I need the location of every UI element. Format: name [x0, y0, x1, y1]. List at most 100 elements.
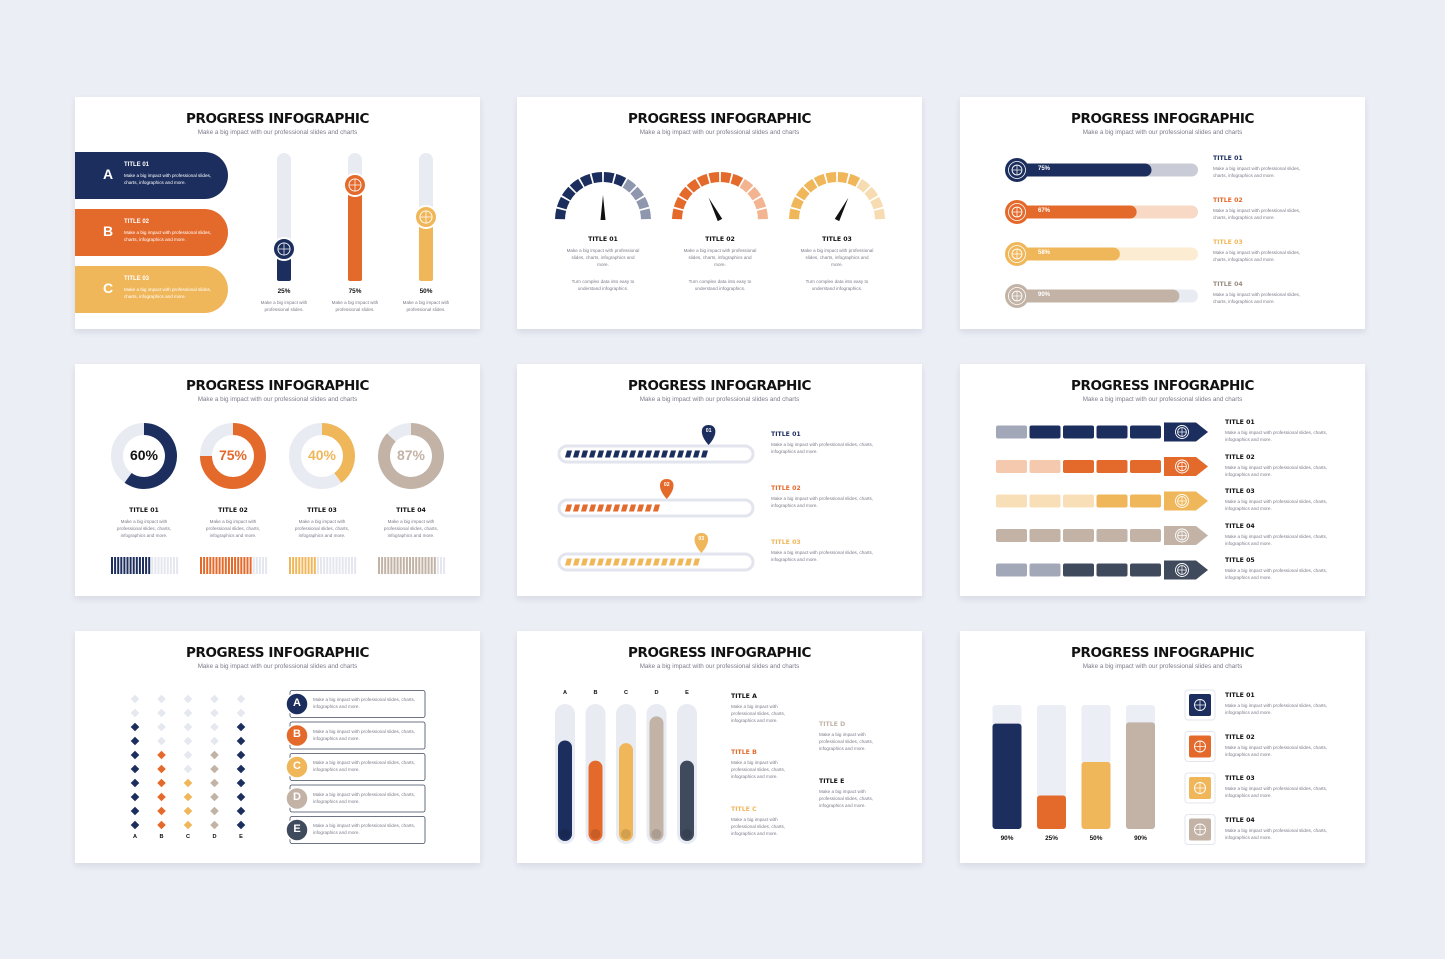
item-desc: Make a big impact with professional slid… — [1225, 786, 1328, 798]
donut-title: TITLE 01 — [129, 507, 159, 514]
tick-bar — [289, 557, 291, 574]
slide-2: PROGRESS INFOGRAPHIC Make a big impact w… — [517, 97, 922, 329]
gauge-segment — [753, 196, 767, 210]
tick-bar — [129, 557, 132, 574]
slide3-bars-svg — [1005, 158, 1198, 308]
progress-segment — [1130, 460, 1161, 473]
diamond-mark — [183, 750, 193, 760]
tick-bar — [347, 557, 350, 574]
tick-bar — [231, 557, 233, 574]
progress-segment — [1029, 529, 1061, 542]
arrow-icon-ring — [1175, 459, 1189, 474]
diamond-mark — [183, 764, 193, 774]
stripe-segment — [621, 504, 628, 512]
row-title: TITLE 04 — [1225, 522, 1255, 530]
stripe-segment — [645, 504, 652, 512]
gauge-segment — [579, 173, 593, 187]
progress-segment — [1029, 425, 1061, 439]
tick-bar — [215, 557, 218, 574]
stripe-segment — [581, 504, 588, 512]
column-label: D — [654, 690, 659, 696]
tick-bar — [427, 557, 430, 574]
tick-bar — [301, 557, 304, 574]
item-letter: A — [293, 696, 301, 709]
gauge-segment — [686, 178, 701, 193]
progress-segment — [996, 460, 1027, 473]
diamond-mark — [183, 806, 193, 816]
tick-bar — [246, 557, 249, 574]
bar-fill — [1126, 722, 1155, 829]
slide-title: PROGRESS INFOGRAPHIC — [1070, 111, 1255, 127]
gauge-segment — [813, 173, 827, 187]
tube-bulb — [651, 829, 662, 839]
slide-subtitle: Make a big impact with our professional … — [639, 663, 800, 670]
chart-icon — [1011, 206, 1023, 218]
slide2-gauges-svg — [555, 172, 885, 222]
note-title: TITLE C — [731, 806, 757, 813]
pin-number: 03 — [698, 536, 705, 542]
slide-title: PROGRESS INFOGRAPHIC — [1070, 378, 1255, 394]
tick-bar — [396, 557, 399, 574]
monitor-icon — [1194, 699, 1206, 711]
tick-bar — [258, 557, 261, 574]
gear-icon — [1177, 496, 1187, 506]
banner-letter: C — [103, 280, 114, 296]
column-label: B — [593, 690, 598, 696]
donut-value: 60% — [129, 447, 159, 463]
stripe-segment — [629, 504, 636, 512]
stripe-segment — [573, 450, 580, 458]
progress-icon-ring — [1008, 287, 1026, 305]
tick-bar — [402, 557, 405, 574]
tube-fill — [558, 740, 572, 841]
tick-bar — [304, 557, 307, 574]
tick-bar — [240, 557, 243, 574]
tube-bulb — [682, 829, 692, 839]
stripe-segment — [589, 504, 596, 512]
slide-7: PROGRESS INFOGRAPHIC Make a big impact w… — [75, 631, 480, 863]
row-title: TITLE 04 — [1213, 281, 1243, 288]
progress-value: 75% — [1038, 166, 1051, 172]
tick-bar — [166, 557, 169, 574]
gauge-note: Turn complex data into easy to understan… — [571, 279, 635, 291]
diamond-mark — [210, 820, 219, 830]
stripe-segment — [613, 450, 620, 458]
clock-icon — [1177, 530, 1187, 541]
tick-bar — [163, 557, 166, 574]
slide-3: PROGRESS INFOGRAPHIC Make a big impact w… — [960, 97, 1365, 329]
row-desc: Make a big impact with professional slid… — [771, 496, 874, 508]
progress-icon-ring — [1008, 245, 1026, 263]
stripe-segment — [573, 558, 580, 566]
tick-bar — [145, 557, 148, 574]
gauge-note: Turn complex data into easy to understan… — [805, 279, 869, 291]
tick-bar — [326, 557, 329, 574]
progress-segment — [1096, 563, 1128, 577]
gauge-needle — [708, 197, 723, 222]
row-title: TITLE 05 — [1225, 557, 1255, 564]
diamond-mark — [157, 694, 166, 704]
stripe-segment — [597, 558, 604, 566]
tick-bar — [218, 557, 221, 574]
diamond-mark — [130, 722, 140, 732]
progress-fill — [1012, 247, 1120, 261]
diamond-mark — [130, 764, 140, 774]
progress-value: 67% — [1038, 208, 1051, 214]
tick-bar — [399, 557, 402, 574]
diamond-mark — [236, 722, 246, 732]
progress-segment — [1063, 563, 1094, 577]
gauge-segment — [603, 172, 615, 184]
bar-fill — [992, 723, 1022, 829]
slide9-bars-svg — [992, 689, 1216, 845]
slide-title: PROGRESS INFOGRAPHIC — [627, 111, 812, 127]
diamond-mark — [236, 778, 246, 788]
tick-bar — [200, 557, 202, 574]
progress-segment — [1029, 460, 1061, 473]
bar-desc: Make a big impact with professional slid… — [260, 300, 308, 312]
slide-subtitle: Make a big impact with our professional … — [197, 663, 358, 670]
slide-5: PROGRESS INFOGRAPHIC Make a big impact w… — [517, 364, 922, 596]
note-desc: Make a big impact with professional slid… — [731, 704, 786, 723]
tick-bar — [160, 557, 163, 574]
stripe-segment — [701, 450, 708, 458]
tick-bar — [405, 557, 408, 574]
note-desc: Make a big impact with professional slid… — [819, 732, 874, 751]
diamond-mark — [236, 736, 246, 746]
